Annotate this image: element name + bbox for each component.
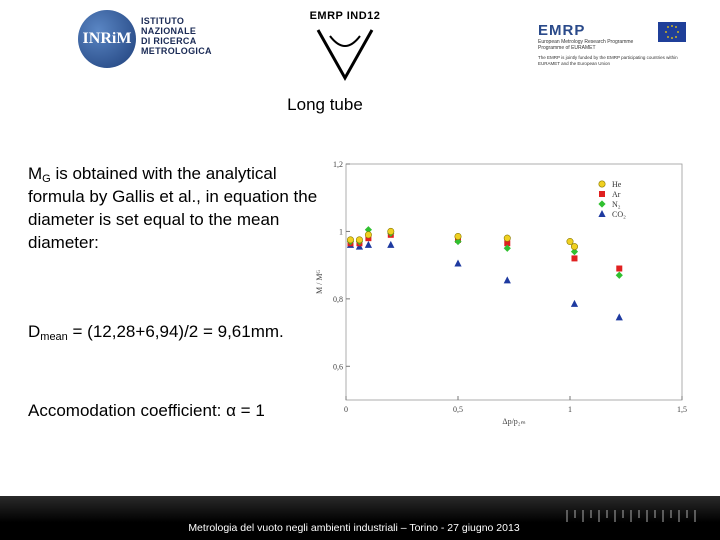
ruler-decoration-icon [566,510,696,522]
emrp-logo: EMRP European Metrology Research Program… [538,22,688,72]
data-point-n [615,271,623,279]
emrp-subtitle-2: Programme of EURAMET [538,45,596,51]
dmean-value: = (12,28+6,94)/2 = 9,61mm. [67,322,284,341]
inrim-line-4: METROLOGICA [141,46,212,56]
plot-frame [345,163,683,401]
legend-marker-n [598,200,606,208]
x-tick-label: 0,5 [453,405,463,414]
data-point-ar [571,255,578,262]
funding-note: The EMRP is jointly funded by the EMRP p… [538,55,678,66]
footer-text: Metrologia del vuoto negli ambienti indu… [188,522,520,534]
emrp-wordmark: EMRP [538,22,586,39]
data-point-he [454,232,462,240]
x-tick-label: 1 [568,405,572,414]
paragraph-dmean: Dmean = (12,28+6,94)/2 = 9,61mm. [28,320,318,343]
data-point-co [454,259,462,267]
paragraph-accommodation: Accomodation coefficient: α = 1 [28,401,265,420]
data-point-co [503,276,511,284]
chart-axes: 0 0,5 1 1,5 0,6 0,8 1 1,2 Δp/p₂ₘ M / Mᴳ [315,160,687,426]
x-axis-label: Δp/p₂ₘ [502,417,525,426]
legend-label-he: He [612,180,622,189]
data-point-he [566,238,574,246]
eu-flag-icon [658,22,686,42]
legend-label-co: CO₂ [612,210,626,219]
y-tick-label: 1 [339,227,343,236]
dmean-subscript: mean [40,331,68,343]
chart-marks [346,226,623,321]
data-point-co [364,240,372,248]
legend-label-ar: Ar [612,190,621,199]
legend-marker-co [598,210,606,217]
data-point-co [615,313,623,321]
legend-label-n: N₂ [612,200,621,209]
mg-subscript: G [42,173,51,185]
dmean-symbol: D [28,322,41,341]
slide-header: INRiM ISTITUTO NAZIONALE DI RICERCA METR… [0,0,720,82]
data-point-ar [504,240,511,247]
inrim-name: ISTITUTO NAZIONALE DI RICERCA METROLOGIC… [141,16,212,56]
y-axis-label: M / Mᴳ [315,270,324,294]
data-point-co [387,240,395,248]
y-tick-label: 0,8 [333,295,343,304]
emrp-ind12-label: EMRP IND12 [309,10,381,22]
y-tick-label: 0,6 [333,362,343,371]
inrim-mark: INRiM [78,10,136,68]
data-point-he [570,243,578,251]
legend-marker-he [598,180,606,188]
slide-title: Long tube [287,95,363,114]
mg-symbol: M [28,164,43,183]
inrim-line-1: ISTITUTO [141,16,185,26]
data-point-n [454,237,462,246]
data-point-he [364,231,372,239]
emrp-subtitle-1: European Metrology Research Programme [538,39,634,45]
x-tick-label: 1,5 [677,405,687,414]
data-point-co [570,299,579,307]
valve-symbol-icon [316,29,374,82]
mg-description: is obtained with the analytical formula … [28,164,318,252]
data-point-ar [616,265,623,272]
data-point-he [387,227,395,235]
data-point-he [346,236,354,244]
paragraph-mg: MG is obtained with the analytical formu… [28,162,318,254]
legend-marker-ar [599,191,605,197]
x-tick-label: 0 [344,405,348,414]
emrp-ind12-logo: EMRP IND12 [300,10,390,82]
inrim-logo: INRiM ISTITUTO NAZIONALE DI RICERCA METR… [78,8,211,70]
data-point-he [503,234,511,242]
inrim-line-3: DI RICERCA [141,36,197,46]
data-point-he [355,236,363,244]
slide-footer: Metrologia del vuoto negli ambienti indu… [0,496,720,540]
data-point-n [570,248,579,256]
y-tick-label: 1,2 [333,160,343,169]
inrim-line-2: NAZIONALE [141,26,197,36]
